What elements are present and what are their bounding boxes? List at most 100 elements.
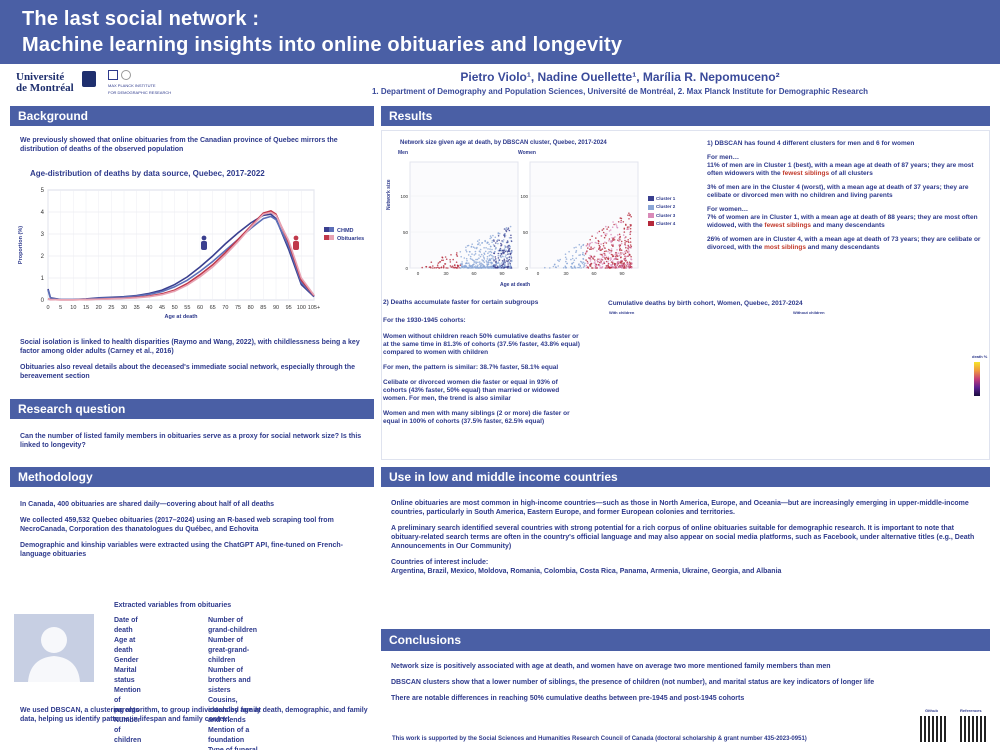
scatter-point	[623, 253, 625, 256]
x-tick-label: 20	[96, 305, 102, 311]
cluster-legend-label: Cluster 2	[656, 204, 676, 210]
cluster-legend-item: Cluster 2	[648, 204, 676, 210]
scatter-point	[608, 252, 611, 254]
scatter-point	[503, 260, 506, 262]
scatter-point	[625, 249, 628, 252]
scatter-point	[629, 213, 631, 216]
scatter-point	[493, 240, 495, 242]
scatter-point	[575, 257, 577, 260]
scatter-point	[618, 252, 620, 254]
scatter-point	[460, 265, 463, 267]
scatter-point	[494, 258, 497, 260]
scatter-point	[619, 239, 621, 241]
scatter-y-tick: 0	[525, 266, 528, 271]
x-tick-label: 65	[210, 305, 216, 311]
scatter-point	[486, 241, 489, 244]
scatter-point	[498, 232, 501, 235]
scatter-point	[444, 256, 447, 258]
x-tick-label: 15	[83, 305, 89, 311]
scatter-point	[487, 261, 490, 264]
scatter-point	[502, 255, 504, 258]
scatter-point	[472, 246, 475, 248]
scatter-point	[598, 240, 600, 243]
scatter-point	[487, 248, 489, 250]
scatter-point	[608, 238, 611, 240]
scatter-point	[609, 259, 612, 262]
scatter-point	[477, 243, 479, 245]
udem-logo: Université de Montréal	[16, 72, 74, 94]
scatter-point	[475, 265, 477, 267]
scatter-point	[614, 258, 616, 260]
scatter-point	[616, 255, 619, 258]
scatter-point	[585, 266, 588, 269]
scatter-point	[465, 249, 467, 251]
scatter-point	[505, 266, 507, 268]
scatter-point	[509, 245, 511, 248]
scatter-point	[497, 261, 500, 263]
men-p1: 11% of men are in Cluster 1 (best), with…	[707, 162, 983, 178]
scatter-point	[581, 262, 584, 265]
poster-title-line2: Machine learning insights into online ob…	[22, 34, 623, 56]
scatter-point	[510, 250, 513, 253]
scatter-point	[437, 262, 440, 264]
scatter-x-tick: 60	[471, 271, 477, 276]
scatter-point	[509, 264, 512, 266]
scatter-point	[626, 261, 629, 263]
scatter-point	[508, 266, 510, 269]
scatter-point	[590, 246, 592, 248]
scatter-point	[476, 246, 478, 249]
scatter-point	[595, 266, 597, 269]
scatter-point	[581, 253, 584, 256]
scatter-point	[608, 267, 611, 269]
scatter-point	[490, 251, 493, 254]
scatter-point	[598, 261, 601, 264]
scatter-point	[493, 260, 495, 262]
cluster-legend: Cluster 1 Cluster 2 Cluster 3 Cluster 4	[648, 196, 675, 229]
scatter-point	[502, 239, 505, 241]
scatter-point	[510, 237, 512, 239]
scatter-point	[491, 266, 493, 269]
scatter-point	[501, 262, 503, 264]
scatter-point	[627, 239, 629, 241]
scatter-point	[476, 265, 479, 268]
scatter-point	[626, 226, 629, 228]
scatter-point	[573, 259, 576, 261]
logos: Université de Montréal MAX PLANCK INSTIT…	[16, 70, 216, 100]
scatter-point	[615, 223, 617, 225]
scatter-point	[610, 258, 612, 260]
women-p1: 7% of women are in Cluster 1, with a mea…	[707, 214, 983, 230]
author-affiliations: 1. Department of Demography and Populati…	[371, 87, 869, 96]
qr-code-github-icon[interactable]	[920, 716, 946, 742]
scatter-point	[439, 261, 442, 263]
men-label: For men…	[707, 154, 740, 161]
scatter-point	[488, 254, 491, 257]
scatter-point	[454, 264, 456, 266]
scatter-point	[588, 244, 591, 246]
scatter-point	[452, 258, 454, 261]
scatter-point	[450, 266, 453, 268]
scatter-point	[604, 234, 607, 237]
scatter-point	[471, 258, 473, 261]
scatter-point	[493, 252, 495, 254]
scatter-point	[509, 262, 511, 265]
scatter-point	[510, 260, 513, 263]
scatter-point	[508, 237, 511, 239]
scatter-point	[504, 256, 507, 258]
scatter-point	[625, 223, 627, 226]
scatter-point	[620, 256, 622, 258]
scatter-point	[510, 240, 513, 243]
scatter-point	[549, 267, 551, 269]
results-heading: Results	[381, 106, 990, 126]
scatter-point	[627, 241, 630, 244]
scatter-point	[503, 264, 506, 267]
scatter-point	[506, 257, 508, 259]
qr-code-references-icon[interactable]	[960, 716, 986, 742]
scatter-point	[606, 228, 608, 230]
series-line	[47, 211, 315, 301]
scatter-point	[602, 231, 605, 234]
scatter-point	[503, 261, 505, 264]
scatter-point	[492, 234, 494, 237]
scatter-point	[580, 267, 582, 269]
scatter-point	[496, 240, 498, 242]
scatter-point	[503, 235, 506, 238]
